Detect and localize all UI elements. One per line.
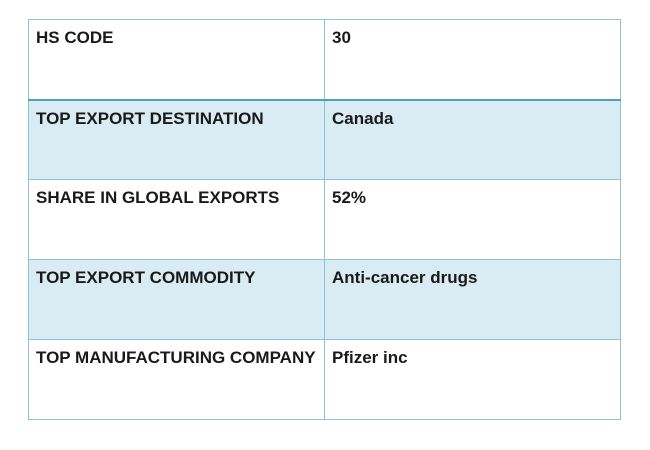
row-label: TOP MANUFACTURING COMPANY (28, 339, 325, 420)
row-value: 30 (324, 19, 621, 101)
export-info-table: HS CODE 30 TOP EXPORT DESTINATION Canada… (28, 19, 621, 420)
table-row: TOP EXPORT COMMODITY Anti-cancer drugs (28, 259, 621, 340)
table-row: SHARE IN GLOBAL EXPORTS 52% (28, 179, 621, 260)
row-value: Pfizer inc (324, 339, 621, 420)
row-label: SHARE IN GLOBAL EXPORTS (28, 179, 325, 260)
table-row: TOP EXPORT DESTINATION Canada (28, 99, 621, 180)
row-value: 52% (324, 179, 621, 260)
table-row: TOP MANUFACTURING COMPANY Pfizer inc (28, 339, 621, 420)
row-value: Canada (324, 99, 621, 180)
row-label: HS CODE (28, 19, 325, 101)
row-value: Anti-cancer drugs (324, 259, 621, 340)
row-label: TOP EXPORT DESTINATION (28, 99, 325, 180)
table-row: HS CODE 30 (28, 19, 621, 101)
row-label: TOP EXPORT COMMODITY (28, 259, 325, 340)
